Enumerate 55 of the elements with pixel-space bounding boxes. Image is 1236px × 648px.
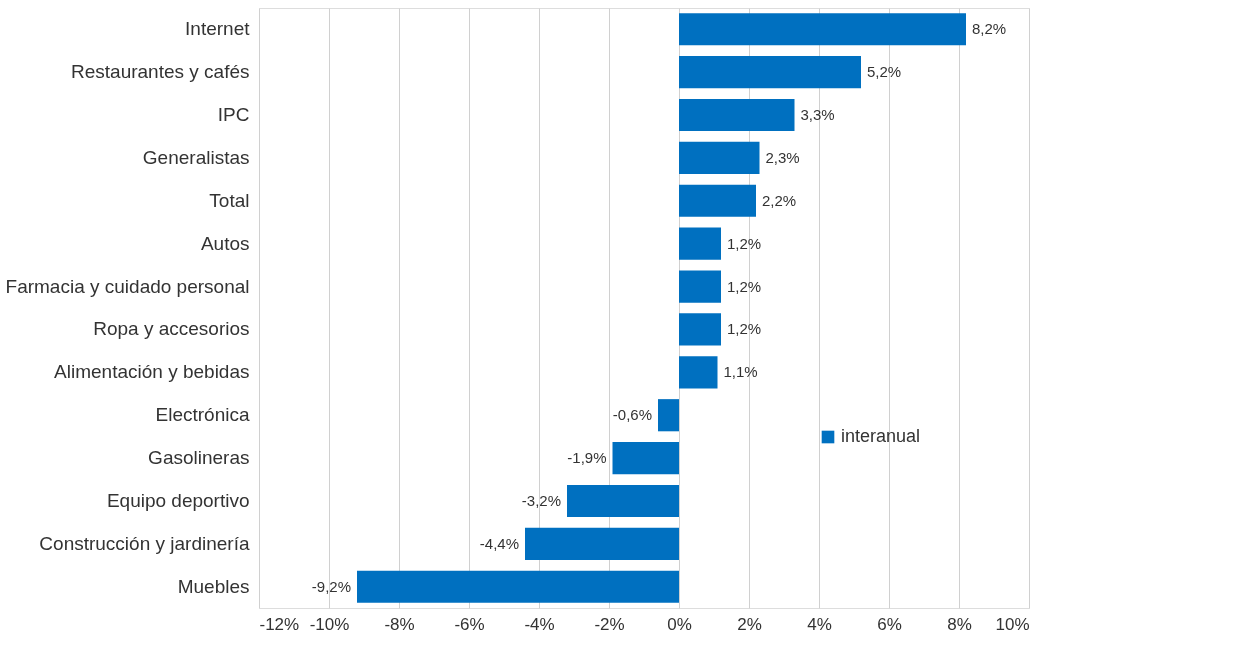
bar	[679, 56, 861, 89]
x-tick-label: 6%	[877, 614, 902, 634]
data-label: 5,2%	[867, 63, 902, 81]
x-tick-label: 2%	[737, 614, 762, 634]
y-tick-label: Gasolineras	[148, 447, 250, 469]
y-tick-label: Electrónica	[155, 404, 250, 426]
bar	[679, 13, 966, 46]
data-label: -9,2%	[311, 577, 351, 595]
bar	[679, 98, 795, 132]
data-label: 1,2%	[727, 320, 762, 338]
data-label: -4,4%	[479, 534, 519, 552]
y-tick-label: Total	[209, 189, 250, 211]
y-tick-label: Equipo deportivo	[106, 489, 250, 511]
bar	[679, 313, 721, 346]
y-tick-label: Internet	[185, 18, 251, 40]
bar	[679, 356, 718, 389]
y-tick-label: Muebles	[177, 575, 250, 597]
bar	[679, 227, 721, 260]
x-tick-label: -4%	[524, 614, 555, 634]
y-tick-label: Restaurantes y cafés	[71, 61, 250, 83]
x-tick-label: -10%	[309, 614, 350, 634]
x-tick-label: -6%	[454, 614, 485, 634]
bar	[612, 442, 679, 475]
data-label: -0,6%	[612, 406, 652, 424]
y-tick-label: Generalistas	[142, 146, 250, 168]
y-tick-label: IPC	[217, 104, 250, 126]
bar	[679, 141, 760, 174]
y-tick-label: Ropa y accesorios	[93, 318, 250, 340]
data-label: -3,2%	[521, 491, 561, 509]
bar	[679, 184, 756, 217]
x-tick-label: 4%	[807, 614, 832, 634]
data-label: 3,3%	[800, 106, 835, 124]
x-tick-label: -8%	[384, 614, 415, 634]
data-label: 1,2%	[727, 277, 762, 295]
data-label: 1,2%	[727, 234, 762, 252]
bar	[525, 527, 679, 560]
data-label: -1,9%	[567, 449, 607, 467]
bar	[567, 484, 679, 518]
x-tick-label: 0%	[667, 614, 692, 634]
bar	[679, 270, 721, 303]
y-tick-label: Alimentación y bebidas	[54, 361, 250, 383]
bar	[658, 399, 679, 432]
y-tick-label: Construcción y jardinería	[39, 532, 250, 554]
y-tick-label: Farmacia y cuidado personal	[5, 275, 250, 297]
x-tick-label: -2%	[594, 614, 625, 634]
x-tick-label: 10%	[995, 614, 1030, 634]
data-label: 2,3%	[765, 148, 800, 166]
data-label: 8,2%	[972, 20, 1007, 38]
y-tick-label: Autos	[200, 232, 250, 254]
bar	[357, 570, 679, 603]
legend-label: interanual	[841, 426, 921, 446]
data-label: 1,1%	[723, 363, 758, 381]
x-tick-label: -12%	[259, 614, 300, 634]
x-tick-label: 8%	[947, 614, 972, 634]
data-label: 2,2%	[762, 191, 797, 209]
